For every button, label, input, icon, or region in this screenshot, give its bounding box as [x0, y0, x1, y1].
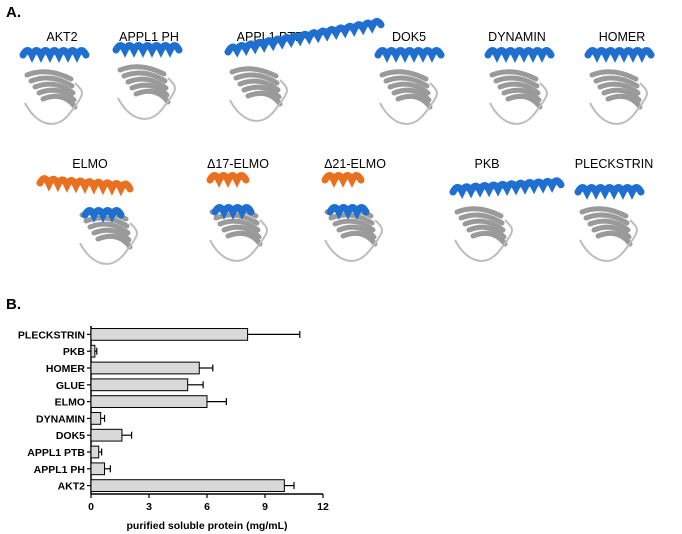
bar — [91, 345, 95, 357]
category-label: DOK5 — [56, 430, 85, 442]
x-axis-label: purified soluble protein (mg/mL) — [127, 520, 288, 532]
bar — [91, 480, 284, 492]
bar — [91, 379, 188, 391]
x-tick-label: 0 — [88, 501, 94, 513]
bar — [91, 396, 207, 408]
bar — [91, 413, 101, 425]
x-tick-label: 3 — [146, 501, 152, 513]
bar — [91, 329, 248, 341]
category-label: PKB — [63, 346, 86, 358]
category-label: ELMO — [55, 397, 85, 409]
bar — [91, 446, 99, 458]
category-label: AKT2 — [58, 481, 86, 493]
x-tick-label: 6 — [204, 501, 210, 513]
bar — [91, 463, 105, 475]
category-label: GLUE — [56, 380, 85, 392]
x-tick-label: 12 — [317, 501, 329, 513]
bar — [91, 362, 199, 374]
category-label: DYNAMIN — [36, 413, 85, 425]
category-label: HOMER — [46, 363, 86, 375]
category-label: APPL1 PTB — [27, 447, 85, 459]
category-label: PLECKSTRIN — [18, 329, 85, 341]
bar — [91, 429, 122, 441]
category-label: APPL1 PH — [34, 464, 85, 476]
x-tick-label: 9 — [262, 501, 268, 513]
